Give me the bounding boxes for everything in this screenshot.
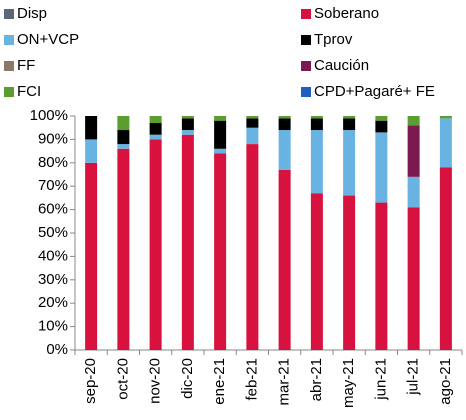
bar-segment [310, 130, 323, 194]
bar-segment [149, 116, 162, 124]
x-tick-label: dic-20 [179, 358, 196, 399]
y-tick-label: 40% [38, 247, 68, 264]
bar-segment [85, 116, 98, 140]
bar-segment [246, 144, 259, 350]
bar-segment [181, 118, 194, 131]
legend-swatch [4, 35, 14, 45]
bar-segment [407, 125, 420, 177]
bar-segment [117, 148, 130, 350]
bar-segment [375, 202, 388, 350]
x-tick-label: jul-21 [405, 358, 422, 396]
bar-segment [375, 132, 388, 203]
x-tick-label: abr-21 [308, 358, 325, 401]
legend-label: Soberano [314, 5, 379, 22]
bar-segment [343, 130, 356, 196]
y-tick-label: 10% [38, 318, 68, 335]
bar-segment [343, 116, 356, 119]
bar-segment [149, 123, 162, 135]
bar-segment [181, 130, 194, 135]
bar-segment [439, 167, 452, 350]
bar-segment [214, 148, 227, 154]
legend-label: Caución [314, 57, 369, 74]
bar-segment [181, 134, 194, 350]
bar-segment [85, 162, 98, 350]
bar-segment [375, 116, 388, 121]
y-tick-label: 60% [38, 201, 68, 218]
bar-segment [117, 116, 130, 131]
bar-segment [117, 130, 130, 145]
legend-label: Disp [17, 5, 47, 22]
legend-label: CPD+Pagaré+ FE [314, 83, 435, 100]
x-tick-label: nov-20 [147, 358, 164, 404]
bar-segment [439, 116, 452, 119]
bar-segment [439, 118, 452, 168]
bar-segment [214, 153, 227, 350]
legend-swatch [301, 87, 311, 97]
bar-segment [246, 127, 259, 145]
x-tick-label: feb-21 [243, 358, 260, 401]
bar-segment [278, 116, 291, 119]
bar-segment [343, 118, 356, 131]
bar-segment [214, 120, 227, 149]
x-tick-label: jun-21 [372, 358, 389, 401]
legend-label: Tprov [314, 31, 353, 48]
x-tick-label: sep-20 [82, 358, 99, 404]
y-tick-label: 70% [38, 177, 68, 194]
bar-segment [343, 195, 356, 350]
bar-segment [278, 118, 291, 131]
bar-segment [310, 116, 323, 119]
x-tick-label: may-21 [340, 358, 357, 408]
y-tick-label: 90% [38, 130, 68, 147]
y-tick-label: 80% [38, 154, 68, 171]
y-tick-label: 50% [38, 224, 68, 241]
bar-segment [278, 169, 291, 350]
bar-segment [149, 139, 162, 350]
legend-label: FF [17, 57, 35, 74]
y-tick-label: 100% [30, 107, 68, 124]
bar-segment [310, 193, 323, 350]
bar-segment [246, 116, 259, 119]
legend-label: FCI [17, 83, 41, 100]
legend-swatch [4, 87, 14, 97]
legend-swatch [301, 9, 311, 19]
x-tick-label: oct-20 [114, 358, 131, 400]
legend-swatch [4, 61, 14, 71]
bar-segment [310, 118, 323, 131]
legend-swatch [301, 61, 311, 71]
bar-segment [214, 116, 227, 121]
y-tick-label: 20% [38, 294, 68, 311]
bar-segment [407, 176, 420, 208]
bar-segment [246, 118, 259, 128]
bar-segment [407, 116, 420, 126]
y-tick-label: 0% [46, 341, 68, 358]
y-tick-label: 30% [38, 271, 68, 288]
bar-segment [181, 116, 194, 119]
legend-swatch [4, 9, 14, 19]
legend-swatch [301, 35, 311, 45]
bar-segment [375, 120, 388, 133]
bar-segment [278, 130, 291, 170]
legend-label: ON+VCP [17, 31, 79, 48]
x-tick-label: ago-21 [437, 358, 454, 405]
bar-segment [85, 139, 98, 163]
bar-segment [149, 134, 162, 140]
bar-segment [117, 144, 130, 149]
x-tick-label: ene-21 [211, 358, 228, 405]
x-tick-label: mar-21 [276, 358, 293, 406]
bar-segment [407, 207, 420, 350]
